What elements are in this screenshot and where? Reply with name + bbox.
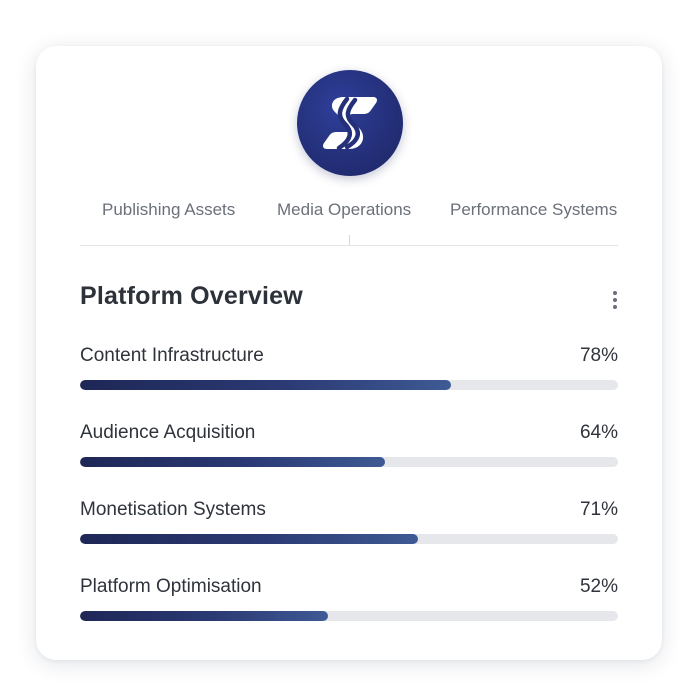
- metric-row: Monetisation Systems 71%: [80, 499, 618, 549]
- metric-value: 52%: [579, 576, 618, 597]
- tab-performance-systems[interactable]: Performance Systems: [450, 200, 618, 219]
- metric-row: Audience Acquisition 64%: [80, 422, 618, 472]
- section-title: Platform Overview: [80, 282, 303, 310]
- progress-track: [80, 611, 618, 621]
- progress-fill: [80, 534, 419, 544]
- kebab-menu-icon[interactable]: [606, 289, 624, 311]
- overview-card: Publishing Assets Media Operations Perfo…: [36, 46, 662, 660]
- metric-label: Platform Optimisation: [80, 576, 262, 597]
- active-tab-indicator: [349, 235, 350, 245]
- progress-track: [80, 534, 618, 544]
- progress-track: [80, 457, 618, 467]
- category-tabs: Publishing Assets Media Operations Perfo…: [80, 196, 618, 246]
- progress-fill: [80, 457, 385, 467]
- metric-row: Content Infrastructure 78%: [80, 345, 618, 395]
- metric-value: 78%: [579, 345, 618, 366]
- tab-media-operations[interactable]: Media Operations: [277, 200, 412, 219]
- metric-label: Audience Acquisition: [80, 422, 256, 443]
- metric-label: Content Infrastructure: [80, 345, 264, 366]
- progress-fill: [80, 611, 328, 621]
- tab-publishing-assets[interactable]: Publishing Assets: [102, 200, 236, 219]
- metric-value: 71%: [579, 499, 618, 520]
- brand-logo: [297, 70, 403, 176]
- progress-fill: [80, 380, 452, 390]
- progress-track: [80, 380, 618, 390]
- metric-row: Platform Optimisation 52%: [80, 576, 618, 626]
- stylized-s-logo-icon: [323, 96, 377, 151]
- metric-label: Monetisation Systems: [80, 499, 266, 520]
- metric-value: 64%: [579, 422, 618, 443]
- tabs-divider: [80, 245, 618, 246]
